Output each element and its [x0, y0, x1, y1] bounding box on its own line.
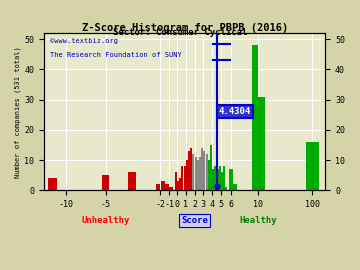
- Bar: [306, 142, 319, 190]
- Bar: [221, 172, 223, 190]
- Bar: [203, 151, 206, 190]
- Bar: [201, 148, 203, 190]
- Bar: [229, 169, 233, 190]
- Bar: [195, 157, 197, 190]
- Bar: [181, 166, 184, 190]
- Text: The Research Foundation of SUNY: The Research Foundation of SUNY: [50, 52, 181, 58]
- Bar: [186, 160, 188, 190]
- Title: Z-Score Histogram for PBPB (2016): Z-Score Histogram for PBPB (2016): [81, 23, 288, 33]
- Y-axis label: Number of companies (531 total): Number of companies (531 total): [15, 46, 22, 178]
- Bar: [258, 97, 265, 190]
- Bar: [197, 160, 199, 190]
- Bar: [206, 154, 208, 190]
- Bar: [179, 178, 181, 190]
- Bar: [215, 166, 216, 190]
- Bar: [48, 178, 57, 190]
- Bar: [219, 166, 221, 190]
- Text: 4.4304: 4.4304: [219, 107, 251, 116]
- Bar: [199, 157, 201, 190]
- Bar: [128, 172, 136, 190]
- Bar: [225, 187, 228, 190]
- Bar: [102, 175, 109, 190]
- Text: Healthy: Healthy: [239, 216, 277, 225]
- Bar: [177, 181, 179, 190]
- Bar: [208, 160, 210, 190]
- Bar: [161, 181, 165, 190]
- Text: Score: Score: [181, 216, 208, 225]
- Text: Unhealthy: Unhealthy: [81, 216, 130, 225]
- Bar: [165, 184, 169, 190]
- Text: ©www.textbiz.org: ©www.textbiz.org: [50, 38, 118, 44]
- Text: Sector: Consumer Cyclical: Sector: Consumer Cyclical: [113, 28, 247, 37]
- Bar: [223, 166, 225, 190]
- Bar: [210, 145, 212, 190]
- Bar: [190, 148, 192, 190]
- Bar: [252, 45, 258, 190]
- Bar: [217, 169, 219, 190]
- Bar: [184, 166, 186, 190]
- Bar: [212, 169, 214, 190]
- Bar: [233, 184, 237, 190]
- Bar: [156, 184, 160, 190]
- Bar: [175, 172, 177, 190]
- Bar: [170, 187, 174, 190]
- Bar: [192, 154, 194, 190]
- Bar: [188, 151, 190, 190]
